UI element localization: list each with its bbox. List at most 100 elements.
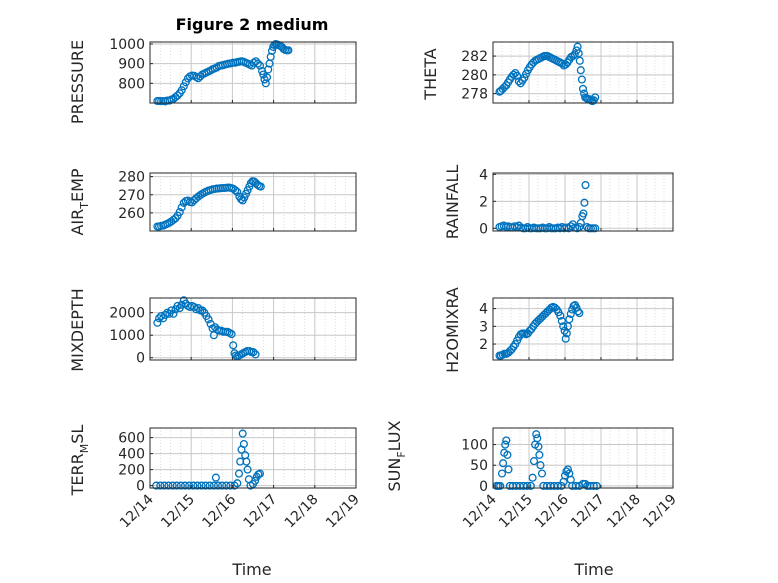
terr-msl-data-point [239, 439, 248, 449]
terr-msl-data-point [185, 481, 194, 490]
terr-msl-data-point [255, 469, 265, 478]
terr-msl-label-main: TERR [68, 453, 87, 496]
air-temp-data-point [187, 198, 197, 207]
air-temp-label-rest: EMP [68, 168, 87, 202]
mixdepth-data-point [173, 301, 182, 310]
air-temp-data-point [175, 207, 184, 217]
pressure-y-tick-label: 1000 [109, 37, 145, 53]
pressure-data-point [179, 82, 188, 91]
sun-flux-data-point [504, 465, 513, 474]
sun-flux-data-point [523, 481, 532, 490]
terr-msl-y-tick-label: 0 [136, 479, 145, 495]
air-temp-data-point [177, 203, 186, 212]
terr-msl-data-point [243, 465, 252, 474]
sun-flux-data-point [497, 469, 507, 478]
mixdepth-data-point [249, 348, 258, 357]
theta-data-point [570, 50, 579, 59]
air-temp-y-tick-label: 260 [118, 206, 145, 222]
terr-msl-data-point [156, 481, 165, 490]
air-temp-data-point [240, 193, 249, 202]
h2omixra-y-tick-label: 4 [479, 302, 488, 318]
sun-flux-data-point [533, 434, 542, 443]
sun-flux-data-point [571, 481, 580, 490]
sun-flux-data-point [502, 436, 511, 445]
theta-data-point [509, 70, 518, 79]
terr-msl-data-point [164, 481, 173, 490]
mixdepth-data-point [157, 311, 166, 321]
terr-msl-data-point [160, 481, 169, 490]
terr-msl-y-tick-label: 400 [118, 447, 145, 463]
pressure-y-label: PRESSURE [68, 40, 87, 124]
h2omixra-panel: 2 34 H2OMIXRA [443, 287, 674, 373]
sun-flux-data-point [526, 481, 535, 490]
terr-msl-x-tick-label: 12/16 [199, 491, 239, 531]
rainfall-data-point [580, 198, 589, 207]
terr-msl-x-tick-label: 12/19 [323, 492, 363, 532]
terr-msl-data-point [213, 481, 223, 490]
sun-flux-data-point [537, 469, 547, 478]
terr-msl-data-points [152, 429, 265, 490]
mixdepth-data-point [169, 309, 178, 318]
sun-flux-x-tick-label: 12/14 [460, 491, 500, 531]
terr-msl-data-point [197, 481, 206, 490]
sun-flux-data-point [501, 440, 510, 449]
sun-flux-label-sub: F [395, 451, 408, 457]
sun-flux-y-tick-label: 50 [470, 458, 488, 474]
air-temp-data-point [196, 191, 205, 200]
h2omixra-data-point [573, 307, 583, 316]
h2omixra-data-point [561, 334, 570, 343]
sun-flux-y-tick-label: 0 [479, 479, 488, 495]
mixdepth-data-point [251, 350, 260, 359]
terr-msl-y-tick-label: 200 [118, 463, 145, 479]
rainfall-data-points [495, 181, 600, 233]
terr-msl-data-point [226, 481, 235, 490]
h2omixra-data-point [556, 311, 565, 320]
theta-data-point [578, 84, 588, 93]
pressure-data-point [173, 91, 182, 100]
rainfall-data-point [591, 224, 600, 233]
theta-data-point [520, 73, 529, 82]
mixdepth-axes-box [149, 297, 357, 361]
terr-msl-data-point [234, 469, 244, 478]
theta-data-point [513, 71, 522, 80]
terr-msl-axes-box [149, 427, 357, 489]
theta-y-tick-label: 282 [461, 49, 488, 65]
sun-flux-data-point [581, 479, 590, 488]
pressure-data-point [251, 57, 260, 66]
h2omixra-data-point [566, 309, 575, 318]
pressure-axes-box [149, 41, 357, 104]
terr-msl-data-point [168, 481, 177, 490]
terr-msl-label-sub: M [78, 444, 91, 454]
theta-data-points [495, 42, 600, 106]
pressure-data-point [284, 46, 293, 55]
terr-msl-label-rest: SL [68, 425, 87, 444]
mixdepth-y-ticks: 0 1000 2000 [109, 306, 153, 367]
sun-flux-data-point [535, 450, 544, 459]
sun-flux-y-ticks: 0 50 100 [461, 438, 496, 495]
air-temp-axes-box [149, 172, 357, 232]
theta-data-point [514, 77, 523, 86]
terr-msl-y-label: TERRMSL [68, 425, 91, 497]
mixdepth-data-point [229, 341, 238, 350]
rainfall-y-tick-label: 0 [479, 221, 488, 237]
figure-title: Figure 2 medium [176, 15, 329, 34]
theta-data-point [558, 59, 567, 68]
air-temp-y-tick-label: 270 [118, 188, 145, 204]
terr-msl-x-ticks: 12/14 12/15 12/16 12/17 12/18 12/19 [117, 491, 363, 531]
air-temp-data-points [153, 177, 265, 231]
theta-data-point [575, 56, 584, 65]
terr-msl-x-tick-label: 12/18 [282, 492, 322, 532]
terr-msl-data-point [233, 479, 242, 488]
mixdepth-data-points [153, 296, 260, 361]
sun-flux-data-points [492, 430, 601, 490]
mixdepth-y-label: MIXDEPTH [68, 288, 87, 371]
terr-msl-x-tick-label: 12/15 [158, 492, 198, 532]
h2omixra-data-point [557, 316, 566, 326]
theta-data-point [577, 75, 586, 84]
sun-flux-label-main: SUN [385, 458, 404, 492]
sun-flux-x-tick-label: 12/16 [532, 491, 572, 531]
h2omixra-data-point [575, 309, 584, 318]
pressure-data-point [260, 75, 269, 84]
